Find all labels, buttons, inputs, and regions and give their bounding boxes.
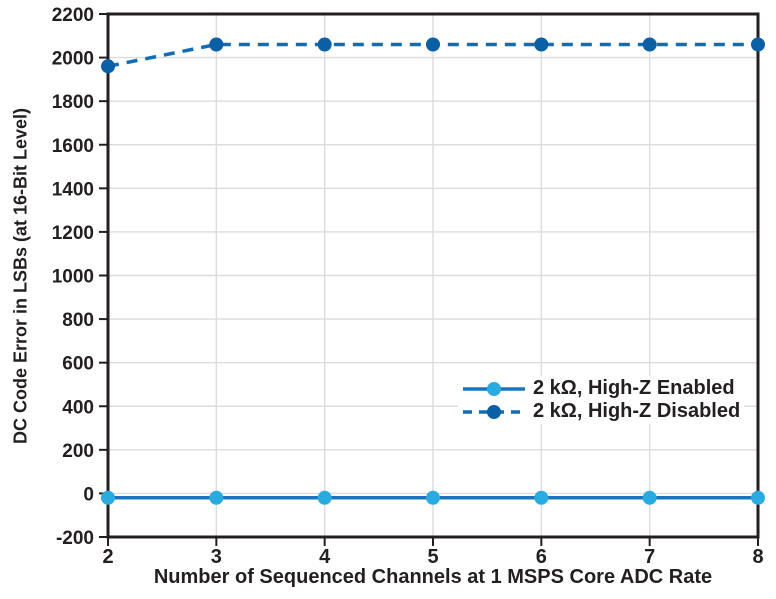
series-marker-0	[317, 490, 332, 505]
y-tick-label: 0	[83, 484, 94, 505]
y-tick-label: 1800	[52, 92, 94, 113]
x-tick-label: 7	[644, 546, 655, 568]
series-marker-0	[209, 490, 224, 505]
legend-row-enabled: 2 kΩ, High-Z Enabled	[462, 377, 740, 400]
series-marker-0	[101, 490, 115, 505]
x-tick-label: 2	[102, 546, 113, 568]
y-tick-label: 1200	[52, 223, 94, 244]
legend-label-enabled: 2 kΩ, High-Z Enabled	[533, 377, 735, 399]
series-marker-1	[751, 37, 765, 52]
x-axis-title: Number of Sequenced Channels at 1 MSPS C…	[153, 566, 713, 588]
series-marker-0	[642, 490, 657, 505]
y-tick-label: 2200	[52, 5, 94, 26]
y-tick-label: 400	[62, 397, 94, 418]
series-marker-0	[751, 490, 765, 505]
x-tick-label: 3	[211, 546, 222, 568]
legend-swatch-enabled	[463, 381, 525, 396]
plot-frame	[106, 12, 760, 539]
y-tick-label: 200	[62, 441, 94, 462]
y-tick-label: -200	[56, 528, 94, 549]
y-tick-label: 1000	[52, 267, 94, 288]
series-marker-1	[101, 59, 115, 74]
x-tick-label: 4	[319, 546, 331, 568]
series-marker-1	[317, 37, 332, 52]
legend-row-disabled: 2 kΩ, High-Z Disabled	[462, 400, 740, 423]
y-axis-title: DC Code Error in LSBs (at 16-Bit Level)	[10, 107, 31, 445]
legend-marker-enabled	[487, 381, 501, 396]
series-marker-0	[534, 490, 549, 505]
x-tick-label: 6	[536, 546, 547, 568]
legend-marker-disabled	[487, 404, 501, 419]
series-marker-1	[426, 37, 440, 52]
series-marker-0	[426, 490, 440, 505]
x-tick-label: 8	[752, 546, 763, 568]
y-tick-label: 1600	[52, 136, 94, 157]
series-marker-1	[534, 37, 549, 52]
series-marker-1	[209, 37, 224, 52]
x-tick-label: 5	[427, 546, 438, 568]
y-tick-label: 1400	[52, 179, 94, 200]
y-tick-label: 2000	[52, 49, 94, 70]
legend-label-disabled: 2 kΩ, High-Z Disabled	[533, 400, 741, 422]
legend-swatch-disabled	[463, 404, 525, 419]
y-tick-label: 600	[62, 354, 94, 375]
legend: 2 kΩ, High-Z Enabled 2 kΩ, High-Z Disabl…	[458, 376, 745, 424]
series-marker-1	[642, 37, 657, 52]
y-tick-label: 800	[62, 310, 94, 331]
